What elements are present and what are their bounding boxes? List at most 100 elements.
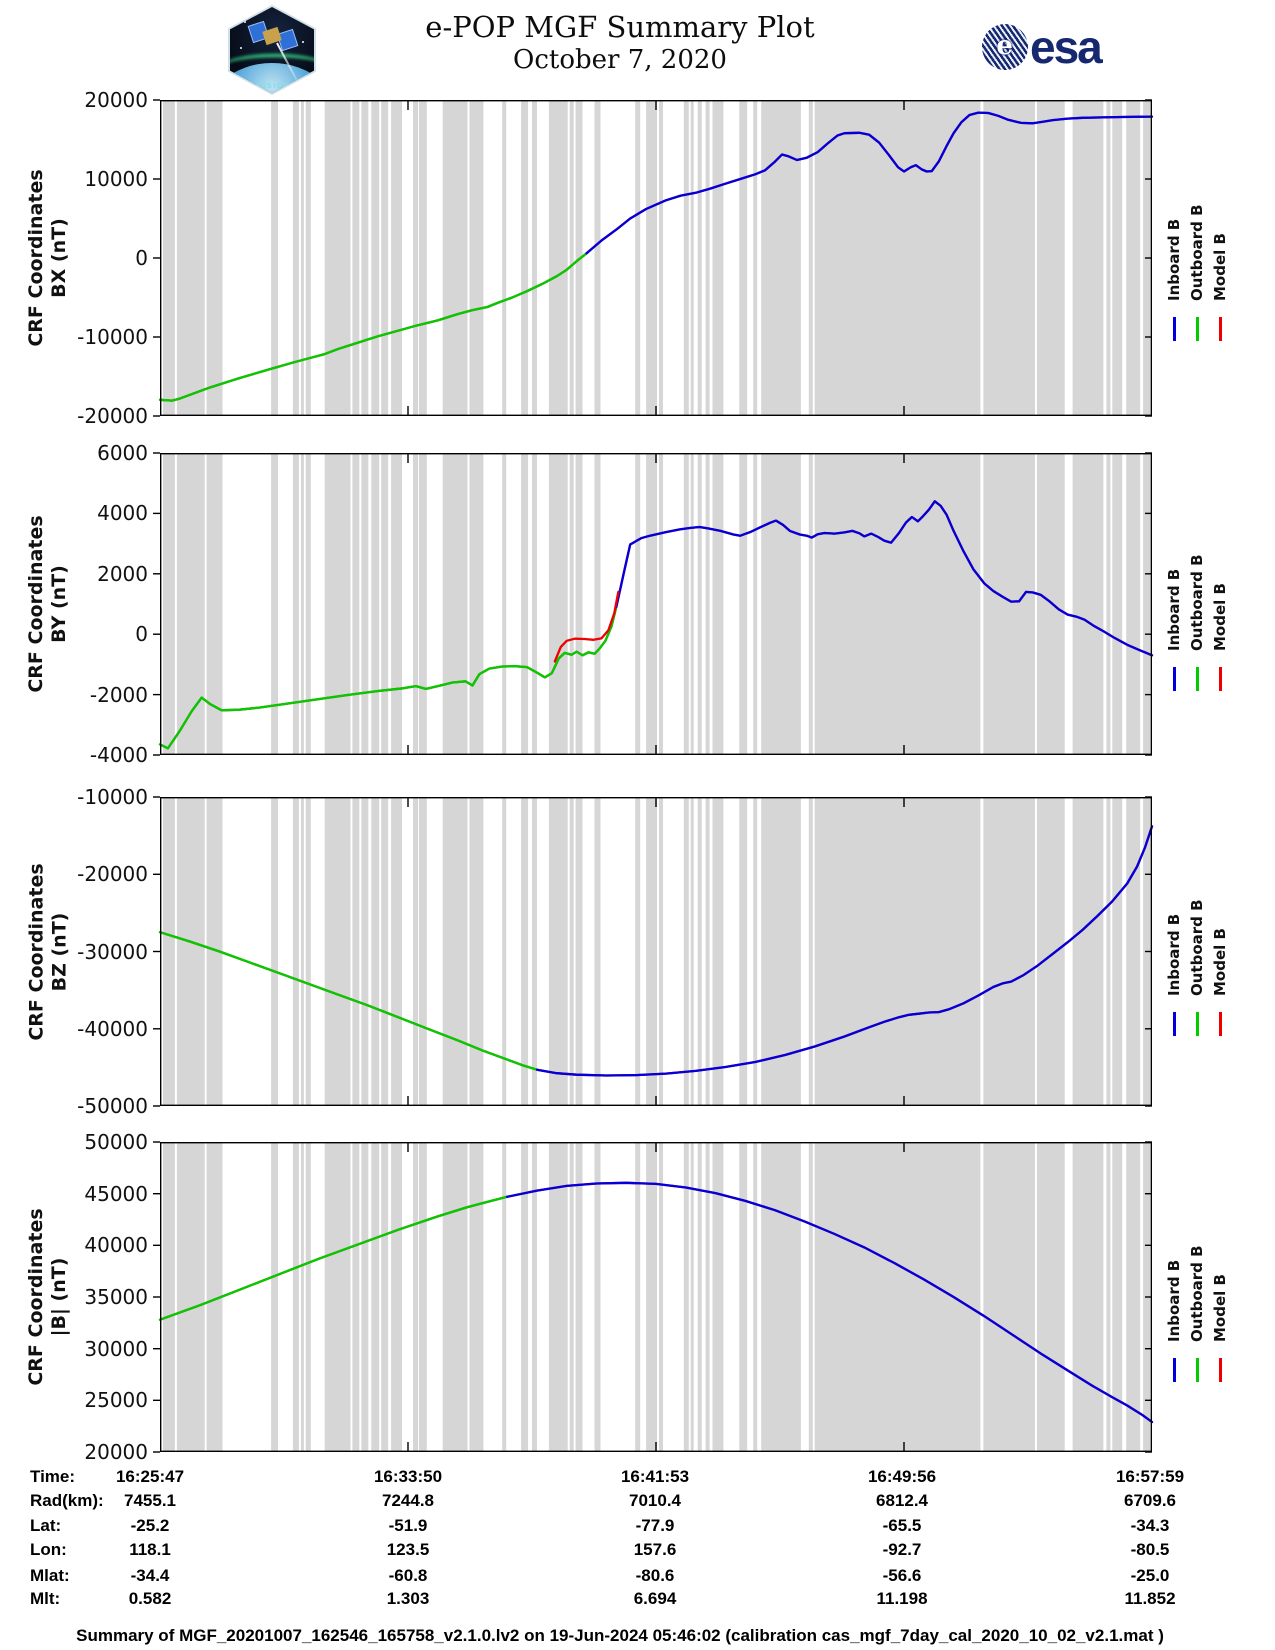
data-gap-band: [305, 453, 311, 755]
legend-label: Inboard B: [1165, 1259, 1183, 1342]
data-gap-band: [712, 1142, 724, 1452]
data-gap-band: [163, 797, 175, 1106]
data-gap-band: [352, 100, 360, 416]
data-gap-band: [300, 1142, 304, 1452]
model-b-divergence-line: [553, 590, 620, 663]
data-gap-band: [808, 453, 813, 755]
y-tick-label: 25000: [84, 1388, 148, 1413]
y-tick-label: -40000: [77, 1016, 148, 1041]
plot-area-BZ: [153, 796, 1154, 1107]
row-label: Mlt:: [30, 1589, 61, 1608]
legend-line-sample: [1196, 667, 1199, 691]
data-gap-band: [1072, 1142, 1104, 1452]
table-cell: -80.6: [635, 1566, 675, 1585]
table-row-time: Time: 16:25:47 16:33:50 16:41:53 16:49:56 16:…: [0, 1467, 1275, 1491]
data-gap-band: [808, 1142, 813, 1452]
data-gap-band: [352, 453, 360, 755]
data-gap-band: [705, 797, 710, 1106]
star-icon: [244, 21, 246, 23]
y-axis-label-BY: CRF Coordinates BY (nT): [25, 453, 71, 755]
data-gap-band: [569, 797, 574, 1106]
table-cell: 1.303: [386, 1589, 430, 1608]
title-line1: e-POP MGF Summary Plot: [425, 10, 815, 44]
table-cell: -65.5: [882, 1516, 922, 1535]
legend-line-sample: [1219, 1358, 1222, 1382]
data-gap-band: [292, 1142, 299, 1452]
data-gap-band: [521, 100, 528, 416]
data-gap-band: [176, 797, 205, 1106]
data-gap-band: [983, 100, 1035, 416]
data-gap-band: [697, 1142, 702, 1452]
panel-BY: CRF Coordinates BY (nT) 6000 4000 2000 0 -2000…: [0, 442, 1275, 766]
data-gap-band: [683, 1142, 689, 1452]
data-gap-band: [761, 100, 801, 416]
row-label: Time:: [30, 1467, 76, 1486]
data-gap-band: [163, 453, 175, 755]
outboard-b-line: [158, 931, 539, 1071]
legend-line-sample: [1196, 317, 1199, 341]
row-label: Lon:: [30, 1540, 67, 1559]
data-gap-band: [690, 797, 694, 1106]
data-gap-band: [1112, 1142, 1123, 1452]
table-cell: -80.5: [1130, 1540, 1170, 1559]
table-cell: -25.0: [1130, 1566, 1170, 1585]
table-cell: 123.5: [386, 1540, 430, 1559]
data-gap-band: [1126, 797, 1141, 1106]
data-gap-band: [352, 1142, 360, 1452]
legend-label: Model B: [1211, 233, 1229, 301]
data-gap-band: [371, 797, 380, 1106]
y-tick-label: 45000: [84, 1181, 148, 1206]
y-tick-label: 20000: [84, 1440, 148, 1464]
data-gap-band: [469, 100, 484, 416]
legend-entry: Model B: [1209, 535, 1232, 691]
data-gap-band: [292, 453, 299, 755]
data-gap-band: [548, 100, 568, 416]
star-icon: [302, 41, 304, 43]
data-gap-band: [206, 1142, 223, 1452]
data-gap-band: [739, 797, 748, 1106]
data-gap-band: [548, 797, 568, 1106]
data-gap-band: [1112, 453, 1123, 755]
legend: Inboard B Outboard B Model B: [1163, 1226, 1232, 1382]
data-gap-band: [381, 1142, 389, 1452]
data-gap-band: [442, 100, 468, 416]
data-gap-band: [418, 797, 427, 1106]
data-gap-band: [502, 100, 507, 416]
data-gap-band: [814, 453, 981, 755]
data-gap-band: [300, 453, 304, 755]
legend-label: Model B: [1211, 583, 1229, 651]
outboard-b-line: [158, 252, 588, 402]
legend-line-sample: [1219, 1012, 1222, 1036]
esa-globe-icon: e: [982, 24, 1028, 70]
table-cell: 6812.4: [876, 1491, 928, 1510]
y-tick-label: -2000: [89, 682, 148, 707]
data-gap-band: [305, 1142, 311, 1452]
y-tick-label: 50000: [84, 1130, 148, 1154]
table-cell: -60.8: [388, 1566, 428, 1585]
data-gap-band: [206, 797, 223, 1106]
panel-BX: CRF Coordinates BX (nT) 20000 10000 0 -10000-…: [0, 89, 1275, 427]
data-gap-band: [753, 1142, 758, 1452]
table-cell: 7010.4: [629, 1491, 681, 1510]
data-gap-band: [575, 453, 583, 755]
table-row-mlt: Mlt: 0.582 1.303 6.694 11.198 11.852: [0, 1589, 1275, 1613]
data-gap-band: [683, 797, 689, 1106]
esa-wordmark: esa: [1030, 21, 1103, 73]
legend-line-sample: [1173, 667, 1176, 691]
data-gap-band: [391, 1142, 402, 1452]
table-cell: -92.7: [882, 1540, 922, 1559]
data-gap-band: [502, 453, 507, 755]
legend-label: Outboard B: [1188, 204, 1206, 301]
data-gap-band: [381, 100, 389, 416]
data-gap-band: [1072, 797, 1104, 1106]
data-gap-band: [808, 100, 813, 416]
y-tick-label: 30000: [84, 1336, 148, 1361]
data-gap-band: [361, 100, 369, 416]
data-gap-band: [391, 453, 402, 755]
legend-label: Outboard B: [1188, 899, 1206, 996]
data-gap-band: [1126, 100, 1141, 416]
data-gap-band: [413, 797, 418, 1106]
y-tick-label: 6000: [97, 441, 148, 465]
legend-line-sample: [1173, 1358, 1176, 1382]
